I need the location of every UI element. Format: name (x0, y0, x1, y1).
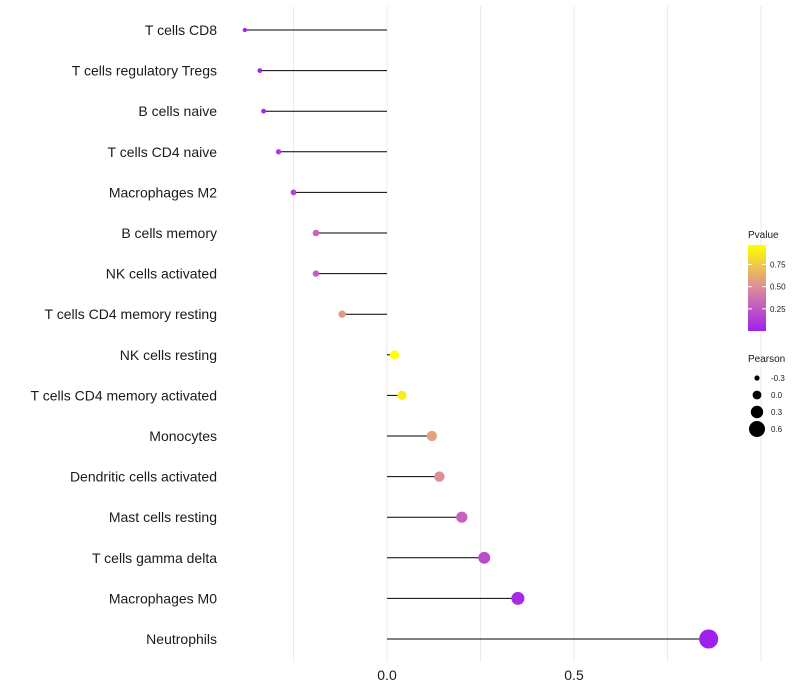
pearson-size-key (752, 390, 762, 400)
category-labels: T cells CD8 T cells regulatory Tregs B cel… (31, 22, 218, 647)
grid-lines (293, 6, 762, 662)
category-label: B cells naive (138, 103, 217, 119)
pearson-size-label: 0.6 (771, 425, 783, 434)
lollipop-point (290, 189, 297, 196)
lollipop-point (312, 229, 320, 237)
x-tick-label: 0.5 (564, 667, 584, 683)
pvalue-legend-title: Pvalue (748, 230, 779, 241)
lollipop-point (426, 430, 437, 442)
pvalue-tick-label: 0.25 (770, 305, 786, 314)
lollipop-point (511, 591, 525, 605)
lollipop-point (312, 270, 320, 277)
category-label: NK cells activated (106, 266, 217, 282)
category-label: T cells CD4 memory resting (45, 306, 217, 322)
pearson-size-key (749, 421, 765, 437)
lollipop-point (261, 108, 266, 114)
pearson-size-label: 0.0 (771, 391, 783, 400)
category-label: T cells regulatory Tregs (72, 63, 217, 79)
pearson-legend-title: Pearson (748, 354, 785, 365)
category-label: T cells CD4 naive (108, 144, 218, 160)
pvalue-tick-label: 0.75 (770, 261, 786, 270)
category-label: Macrophages M2 (109, 184, 217, 200)
category-label: Macrophages M0 (109, 590, 217, 606)
lollipop-point (338, 310, 346, 318)
lollipop-point (242, 27, 248, 33)
lollipop-marks (242, 27, 719, 649)
pvalue-tick-label: 0.50 (770, 283, 786, 292)
pvalue-legend: Pvalue 0.75 0.50 0.25 (748, 230, 786, 331)
lollipop-point (434, 471, 445, 482)
category-label: Mast cells resting (109, 509, 217, 525)
x-axis-ticks: 0.0 0.5 (377, 667, 584, 683)
lollipop-point (389, 350, 400, 360)
category-label: T cells gamma delta (92, 550, 217, 566)
x-tick-label: 0.0 (377, 667, 397, 683)
pearson-size-label: -0.3 (771, 374, 785, 383)
category-label: B cells memory (121, 225, 217, 241)
category-label: NK cells resting (120, 347, 217, 363)
pearson-legend: Pearson -0.3 0.0 0.3 0.6 (748, 354, 785, 437)
lollipop-point (699, 629, 719, 649)
pvalue-colorbar (748, 245, 766, 331)
category-label: Neutrophils (146, 631, 217, 647)
lollipop-point (397, 390, 407, 401)
lollipop-point (257, 68, 263, 73)
pearson-size-label: 0.3 (771, 408, 783, 417)
lollipop-point (478, 551, 491, 564)
category-label: T cells CD4 memory activated (31, 387, 217, 403)
category-label: Dendritic cells activated (70, 469, 217, 485)
category-label: Monocytes (149, 428, 217, 444)
pearson-size-key (750, 405, 764, 419)
lollipop-point (275, 149, 282, 155)
lollipop-point (456, 511, 468, 523)
category-label: T cells CD8 (145, 22, 217, 38)
pearson-size-key (754, 375, 760, 381)
